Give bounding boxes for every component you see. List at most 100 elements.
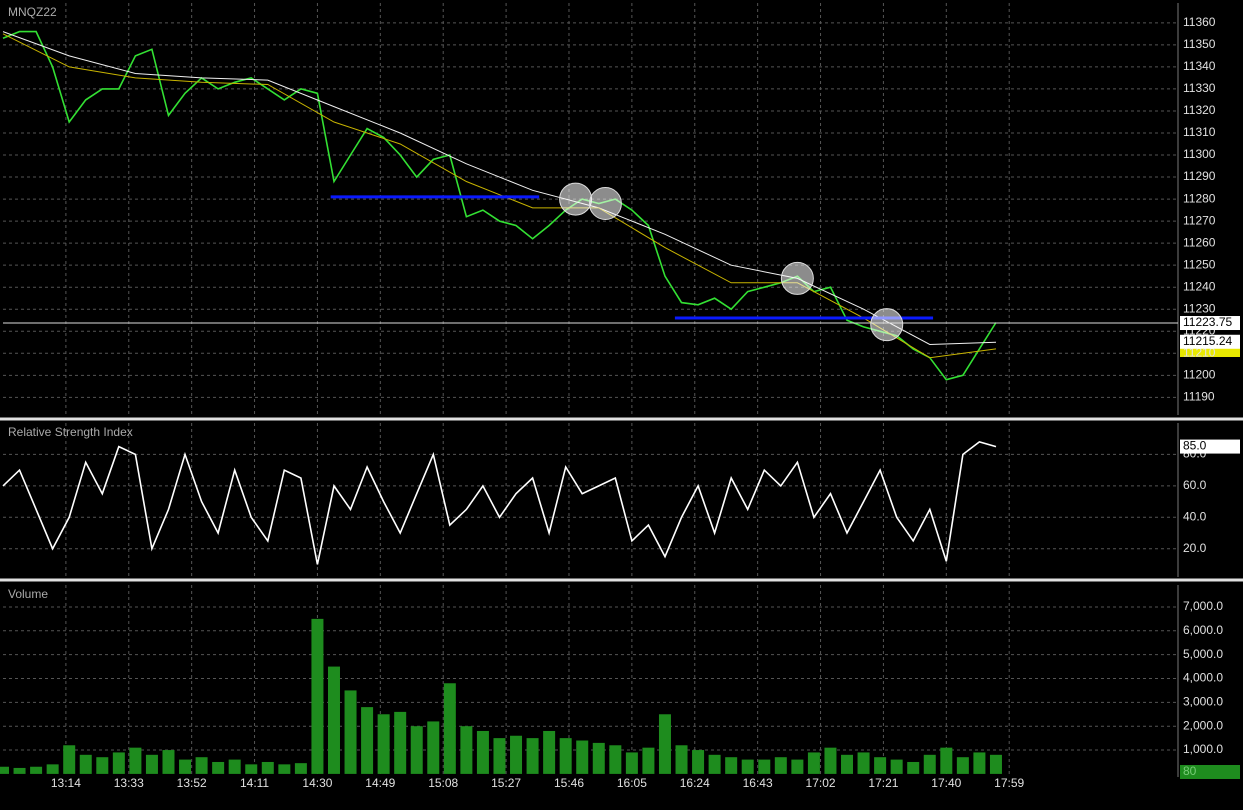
bar [940, 747, 953, 774]
last-value-label: 85.0 [1183, 439, 1207, 453]
line-series [2, 31, 997, 346]
bar [278, 764, 291, 774]
bar [576, 740, 589, 774]
line-series [2, 30, 997, 381]
bar [212, 761, 225, 774]
bar [30, 766, 43, 774]
x-tick-label: 14:49 [365, 776, 395, 790]
y-tick-label: 7,000.0 [1183, 599, 1223, 613]
bar [46, 764, 59, 774]
last-value-box [1180, 439, 1240, 454]
y-tick-label: 6,000.0 [1183, 623, 1223, 637]
y-tick-label: 11300 [1183, 147, 1216, 161]
bar [543, 730, 556, 774]
bar [592, 742, 605, 774]
bar [907, 761, 920, 774]
bar [857, 752, 870, 774]
x-tick-label: 17:02 [806, 776, 836, 790]
highlight-marker [559, 182, 593, 216]
y-tick-label: 40.0 [1183, 509, 1207, 523]
line-series [2, 33, 997, 359]
y-tick-label: 11360 [1183, 15, 1216, 29]
bar [377, 714, 390, 774]
y-tick-label: 11190 [1183, 390, 1215, 404]
y-tick-label: 11230 [1183, 301, 1216, 315]
bar [807, 752, 820, 774]
y-tick-label: 2,000.0 [1183, 718, 1223, 732]
bar [692, 750, 705, 774]
y-tick-label: 11260 [1183, 235, 1216, 249]
bar [774, 757, 787, 774]
bar [145, 754, 158, 774]
panel-title: Volume [8, 587, 48, 601]
line-series [2, 441, 997, 565]
y-tick-label: 11350 [1183, 37, 1216, 51]
bar [79, 754, 92, 774]
bar [361, 707, 374, 774]
y-tick-label: 60.0 [1183, 478, 1207, 492]
x-tick-label: 13:14 [51, 776, 81, 790]
highlight-marker [588, 186, 622, 220]
y-tick-label: 11270 [1183, 213, 1216, 227]
bar [129, 747, 142, 774]
bar [956, 757, 969, 774]
bar [410, 726, 423, 774]
price-box [1180, 316, 1240, 331]
price-label: 11223.75 [1183, 315, 1232, 329]
bar [741, 759, 754, 774]
highlight-marker [780, 261, 814, 295]
price-box [1180, 334, 1240, 349]
x-tick-label: 13:33 [114, 776, 144, 790]
bar [923, 754, 936, 774]
last-value-label: 80 [1183, 764, 1197, 778]
y-tick-label: 11310 [1183, 125, 1216, 139]
y-tick-label: 11340 [1183, 59, 1216, 73]
bar [394, 711, 407, 774]
bar [112, 752, 125, 774]
x-tick-label: 14:30 [302, 776, 332, 790]
bar [758, 759, 771, 774]
bar [13, 767, 26, 774]
price-label: 11215.24 [1183, 334, 1232, 348]
bar [874, 757, 887, 774]
x-tick-label: 15:46 [554, 776, 584, 790]
bar [63, 745, 76, 774]
y-tick-label: 11210 [1183, 345, 1216, 359]
bar [228, 759, 241, 774]
bar [725, 757, 738, 774]
bar [973, 752, 986, 774]
y-tick-label: 11240 [1183, 279, 1216, 293]
bar [642, 747, 655, 774]
panel-title: MNQZ22 [8, 5, 57, 19]
x-tick-label: 15:27 [491, 776, 521, 790]
bar [658, 714, 671, 774]
y-tick-label: 20.0 [1183, 541, 1207, 555]
bar [311, 618, 324, 774]
bar [96, 757, 109, 774]
bar [493, 738, 506, 774]
bar [824, 747, 837, 774]
x-tick-label: 13:52 [177, 776, 207, 790]
bar [460, 726, 473, 774]
bar [526, 738, 539, 774]
x-tick-label: 16:24 [680, 776, 710, 790]
y-tick-label: 5,000.0 [1183, 647, 1223, 661]
bar [559, 738, 572, 774]
bar [708, 754, 721, 774]
y-tick-label: 3,000.0 [1183, 695, 1223, 709]
y-tick-label: 11250 [1183, 257, 1216, 271]
y-tick-label: 11330 [1183, 81, 1216, 95]
x-tick-label: 17:59 [994, 776, 1024, 790]
panel-title: Relative Strength Index [8, 425, 133, 439]
bar [0, 766, 9, 774]
bar [261, 761, 274, 774]
bar [625, 752, 638, 774]
bar [294, 763, 307, 774]
bar [476, 730, 489, 774]
highlight-marker [870, 308, 904, 342]
x-tick-label: 16:43 [743, 776, 773, 790]
y-tick-label: 4,000.0 [1183, 671, 1223, 685]
bar [841, 754, 854, 774]
last-value-box [1180, 764, 1240, 779]
